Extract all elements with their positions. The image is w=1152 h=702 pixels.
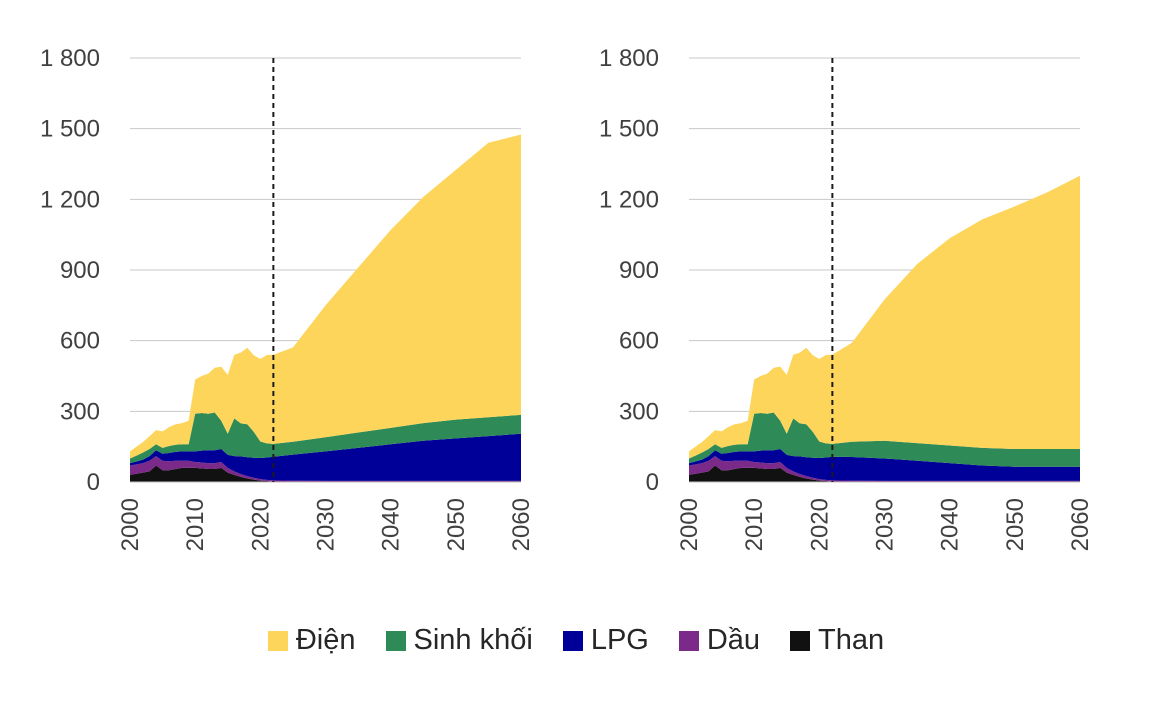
x-tick-label: 2040 [378,498,405,551]
y-tick-label: 1 200 [599,186,659,213]
y-tick-label: 300 [60,398,100,425]
area-series-than [689,465,1080,482]
y-tick-label: 300 [619,398,659,425]
area-series-điện [130,134,521,459]
legend-label-dien: Điện [295,624,356,656]
legend-label-dau: Dầu [706,624,761,656]
area-series-than [130,465,521,482]
area-series-dầu [130,456,521,482]
legend-item-lpg: LPG [562,624,649,657]
legend-item-dien: Điện [267,624,356,657]
y-tick-label: 900 [619,257,659,284]
area-series-dầu [689,456,1080,482]
x-tick-label: 2020 [247,498,274,551]
x-tick-label: 2000 [676,498,703,551]
y-tick-label: 900 [60,257,100,284]
x-tick-label: 2030 [872,498,899,551]
y-tick-label: 600 [619,328,659,355]
legend-swatch-than [790,630,811,651]
x-tick-label: 2030 [313,498,340,551]
legend-label-than: Than [818,624,885,656]
y-tick-label: 600 [60,328,100,355]
x-tick-label: 2040 [937,498,964,551]
x-tick-label: 2060 [1067,498,1094,551]
legend-swatch-sinh-khoi [385,630,406,651]
area-series-điện [689,175,1080,459]
x-tick-label: 2050 [1002,498,1029,551]
legend-item-dau: Dầu [678,624,761,657]
x-tick-label: 2050 [443,498,470,551]
chart-panel-1: 0 300 600 900 1 200 1 500 1 800 2000 2010 2020 203… [40,45,535,551]
legend-label-sinh-khoi: Sinh khối [413,624,533,656]
y-tick-label: 0 [646,469,659,496]
chart-panel-2: 0 300 600 900 1 200 1 500 1 800 2000 2010 2020 203… [599,45,1094,551]
legend-swatch-dien [267,630,288,651]
charts-area: 0 300 600 900 1 200 1 500 1 800 2000 2010 2020 203… [40,45,1094,551]
y-tick-label: 1 500 [40,116,100,143]
y-tick-label: 1 500 [599,116,659,143]
y-tick-label: 1 800 [599,45,659,72]
area-series-lpg [130,433,521,481]
area-series-sinh-khối [130,412,521,464]
y-tick-label: 1 800 [40,45,100,72]
legend: Điện Sinh khối LPG Dầu Than [0,624,1152,657]
y-tick-label: 1 200 [40,186,100,213]
legend-item-sinh-khoi: Sinh khối [385,624,533,657]
x-tick-label: 2000 [117,498,144,551]
legend-item-than: Than [790,624,884,657]
x-tick-label: 2060 [508,498,535,551]
legend-swatch-dau [678,630,699,651]
x-tick-label: 2010 [741,498,768,551]
x-tick-label: 2020 [806,498,833,551]
area-series-lpg [689,449,1080,481]
legend-swatch-lpg [562,630,583,651]
y-tick-label: 0 [87,469,100,496]
area-series-sinh-khối [689,412,1080,467]
legend-label-lpg: LPG [590,624,649,656]
x-tick-label: 2010 [182,498,209,551]
